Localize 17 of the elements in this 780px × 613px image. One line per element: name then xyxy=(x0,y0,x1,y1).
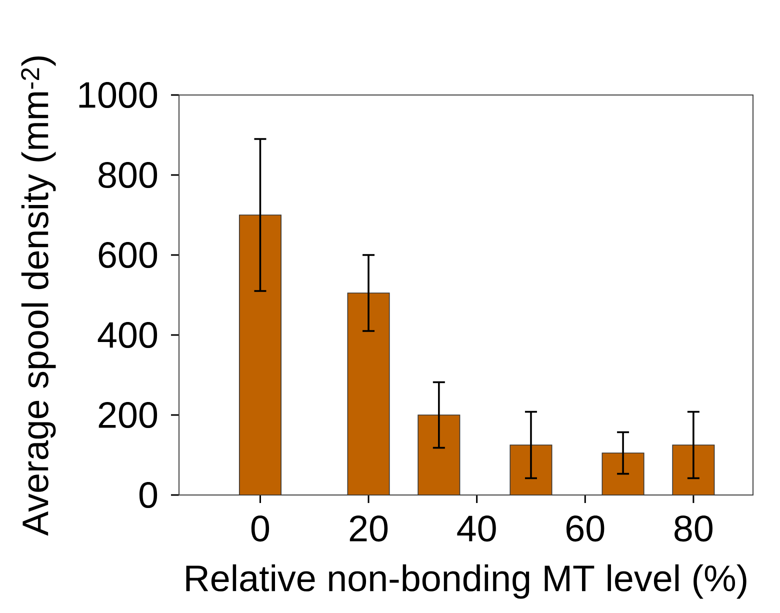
x-axis-title: Relative non-bonding MT level (%) xyxy=(186,564,746,599)
x-tick-label: 60 xyxy=(566,515,604,542)
y-tick-label: 600 xyxy=(98,242,158,268)
bar xyxy=(602,452,644,495)
y-tick-label: 200 xyxy=(98,402,158,428)
x-tick-label: 80 xyxy=(674,515,712,542)
bar xyxy=(238,214,282,495)
bar xyxy=(347,292,390,495)
x-tick-label: 40 xyxy=(457,515,496,542)
bar xyxy=(418,414,460,495)
x-tick-label: 0 xyxy=(251,515,270,542)
x-tick-label: 20 xyxy=(350,515,388,542)
y-tick-label: 0 xyxy=(139,482,158,508)
y-tick-label: 1000 xyxy=(79,82,158,108)
y-axis-title: Average spool density (mm$^{-2}$) xyxy=(21,56,56,536)
y-tick-label: 800 xyxy=(98,162,158,188)
y-tick-label: 400 xyxy=(98,322,158,348)
